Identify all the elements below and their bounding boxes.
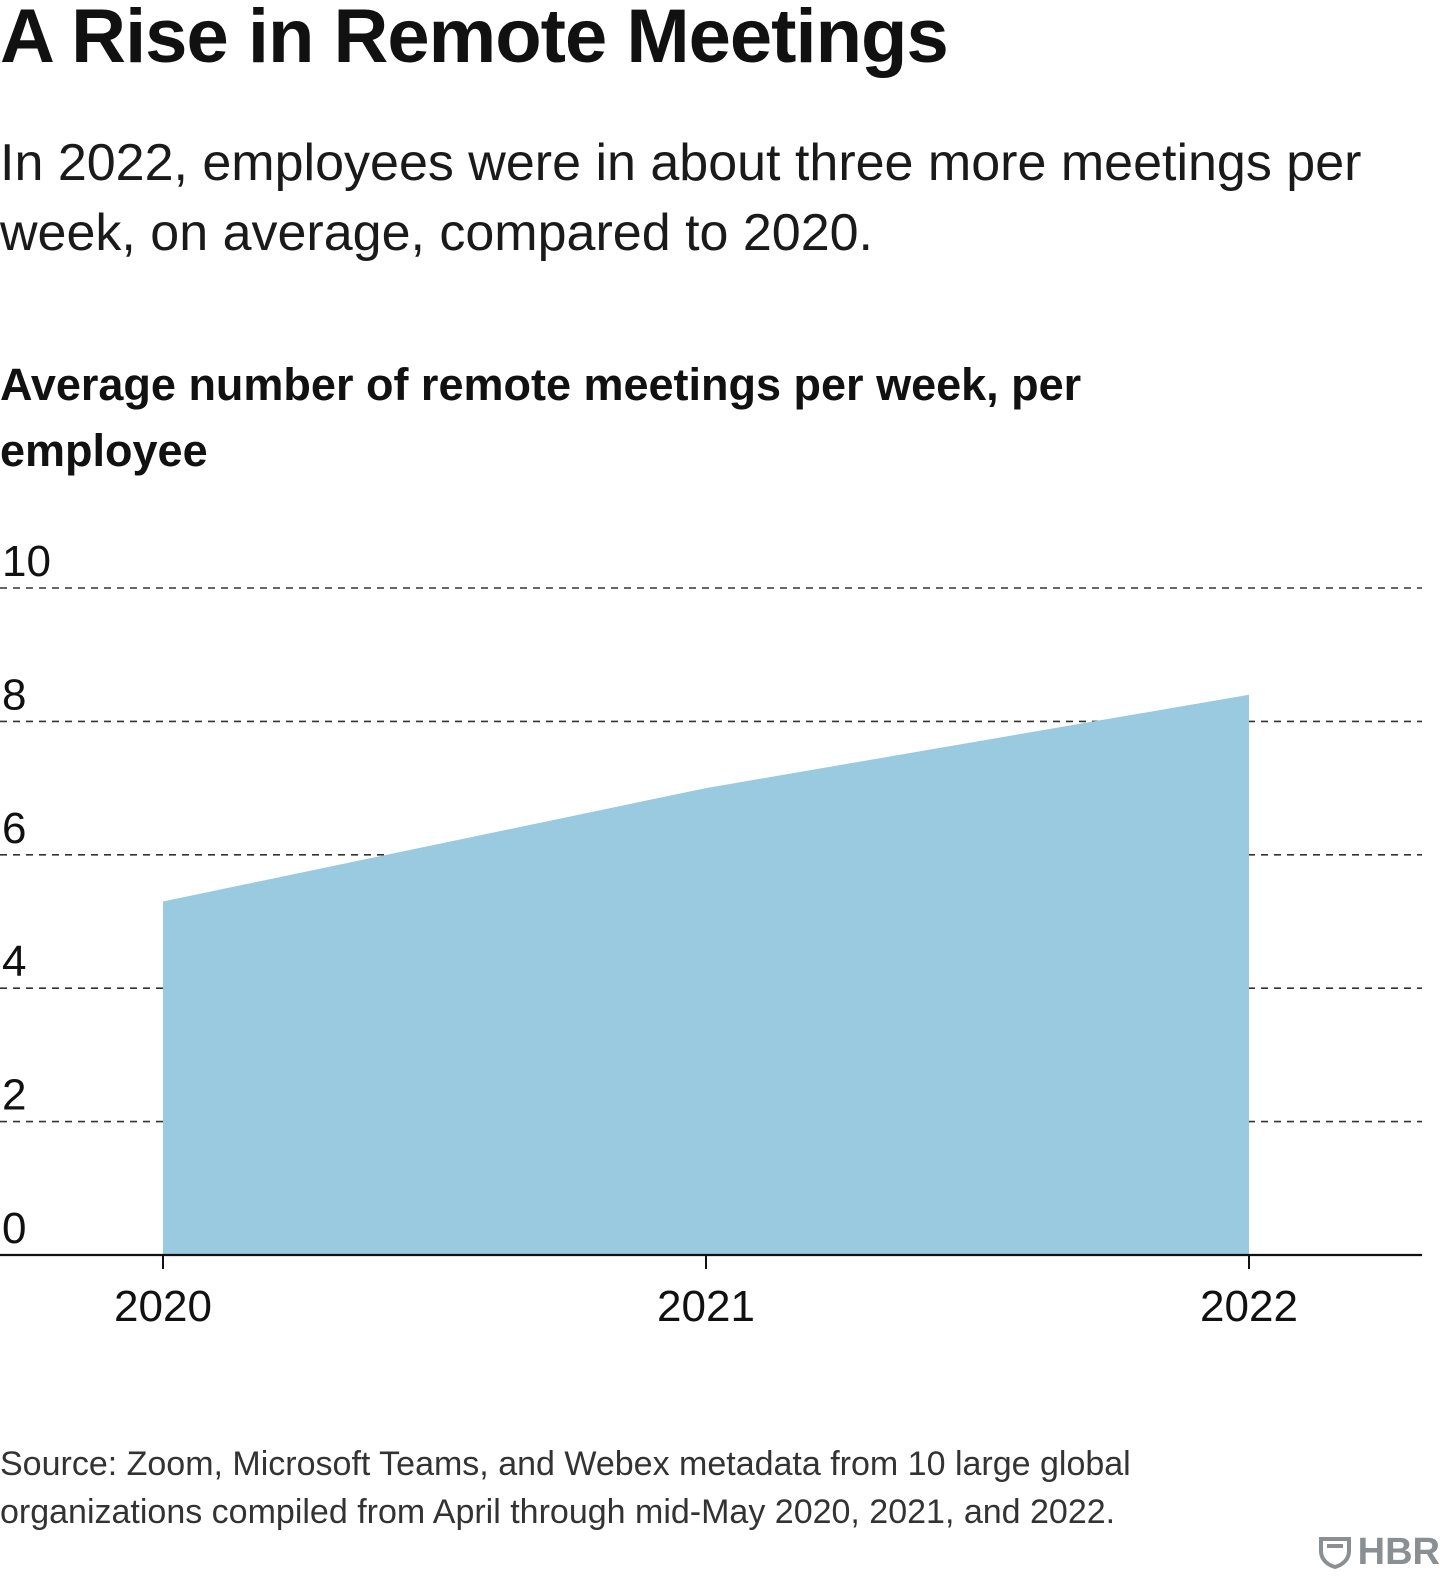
chart-title: A Rise in Remote Meetings: [0, 0, 949, 79]
x-tick-label: 2020: [114, 1282, 212, 1331]
chart-subtitle: In 2022, employees were in about three m…: [0, 134, 1362, 262]
shield-icon: [1318, 1537, 1351, 1569]
x-tick-labels: 2020 2021 2022: [114, 1282, 1298, 1331]
area-series: [163, 694, 1249, 1255]
x-axis: [0, 1253, 1422, 1269]
y-tick-labels: 0 2 4 6 8 10: [2, 537, 51, 1253]
y-tick-label: 2: [2, 1071, 26, 1120]
chart-heading: Average number of remote meetings per we…: [0, 359, 1082, 476]
source-note: Source: Zoom, Microsoft Teams, and Webex…: [0, 1445, 1131, 1531]
hbr-logo: HBR: [1318, 1530, 1440, 1574]
y-tick-label: 0: [2, 1204, 26, 1253]
y-tick-label: 4: [2, 937, 26, 986]
y-tick-label: 10: [2, 537, 51, 586]
x-tick-label: 2021: [657, 1282, 755, 1331]
y-tick-label: 8: [2, 670, 26, 719]
logo-text: HBR: [1357, 1530, 1440, 1573]
area-chart: 0 2 4 6 8 10 2020 2021 2022: [0, 537, 1422, 1331]
x-tick-label: 2022: [1200, 1282, 1298, 1331]
y-tick-label: 6: [2, 804, 26, 853]
area-series-fill: [163, 694, 1249, 1255]
